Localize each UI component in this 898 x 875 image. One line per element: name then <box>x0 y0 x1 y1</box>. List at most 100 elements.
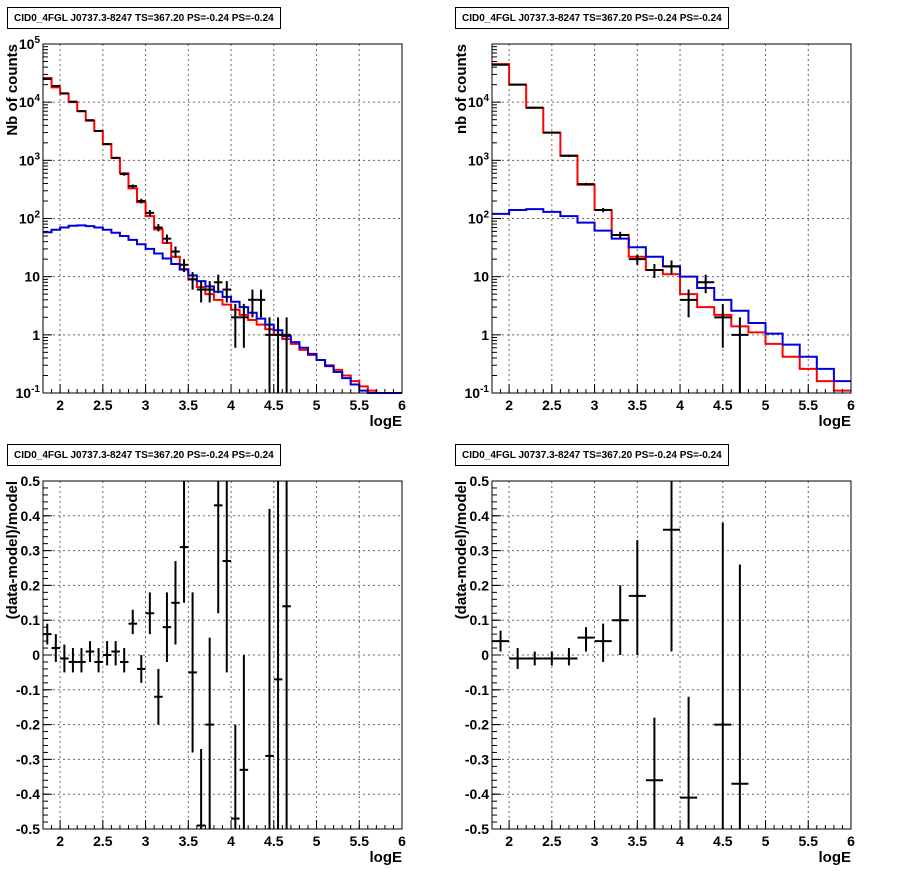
panel-2-x-tick-label: 2.5 <box>542 397 562 413</box>
panel-2-data-point <box>628 254 646 265</box>
panel-3-data-point <box>60 644 69 673</box>
panel-1-x-tick-label: 3 <box>142 397 150 413</box>
panel-4-data-point <box>594 623 612 662</box>
panel-2-data-point <box>662 260 681 275</box>
panel-2-y-axis-label: nb of counts <box>453 44 470 134</box>
panel-3-x-tick-label: 4 <box>227 833 235 849</box>
panel-3-data-point <box>137 655 146 683</box>
panel-4-y-axis-label: (data-model)/model <box>453 481 470 619</box>
panel-1-series-1-line <box>43 77 402 394</box>
panel-3-data-point <box>179 481 189 603</box>
panel-4-data-point <box>509 648 527 669</box>
panel-1-data-point <box>85 119 95 122</box>
panel-2-x-tick-label: 4.5 <box>713 397 733 413</box>
panel-3-data-point <box>111 641 120 666</box>
panel-3-data-point <box>222 481 232 673</box>
panel-4-data-point <box>680 696 698 829</box>
panel-1-data-point <box>102 143 112 146</box>
panel-2-x-tick-label: 2 <box>505 397 513 413</box>
panel-1-data-point <box>60 92 69 95</box>
panel-1-x-tick-label: 3.5 <box>179 397 199 413</box>
panel-4-y-tick-label: -0.1 <box>465 682 489 698</box>
panel-1-data-point <box>154 224 163 232</box>
panel-3-data-point <box>154 668 163 725</box>
panel-4-x-tick-label: 4 <box>676 833 684 849</box>
panel-3-data-point <box>85 641 95 662</box>
panel-1-x-tick-label: 5.5 <box>350 397 370 413</box>
panel-1-data-point <box>51 84 61 87</box>
panel-2-y-tick-label: 103 <box>468 151 490 168</box>
panel-2-series-2-line <box>492 208 851 383</box>
panel-3-data-point <box>282 481 291 829</box>
panel-3-title: CID0_4FGL J0737.3-8247 TS=367.20 PS=-0.2… <box>7 444 281 466</box>
panel-2-data-point <box>611 231 629 239</box>
panel-3-y-tick-label: 0.1 <box>21 612 41 628</box>
panel-3-y-tick-label: 0.5 <box>21 473 41 489</box>
panel-4-y-tick-label: -0.4 <box>465 786 489 802</box>
panel-4-y-tick-label: 0.2 <box>470 577 490 593</box>
panel-3-data-point <box>51 634 61 662</box>
panel-2-title: CID0_4FGL J0737.3-8247 TS=367.20 PS=-0.2… <box>455 7 729 29</box>
panel-2-x-tick-label: 4 <box>676 397 684 413</box>
panel-3-data-point <box>231 724 240 829</box>
panel-1-data-point <box>213 274 223 294</box>
panel-1-data-point <box>77 110 86 113</box>
panel-1-x-tick-label: 4 <box>227 397 235 413</box>
panel-4-x-tick-label: 2.5 <box>542 833 562 849</box>
panel-2-data-point <box>714 303 732 348</box>
panel-1-y-tick-label: 10 <box>24 269 40 285</box>
panel-4-x-tick-label: 3 <box>591 833 599 849</box>
panel-3-data-point <box>273 481 283 829</box>
panel-1-data-point <box>205 281 214 303</box>
panel-1-x-tick-label: 2 <box>56 397 64 413</box>
panel-2-x-tick-label: 5.5 <box>799 397 819 413</box>
panel-2-data-point <box>697 274 715 294</box>
panel-4-data-point <box>611 585 629 655</box>
panel-3-y-tick-label: -0.1 <box>16 682 40 698</box>
panel-1-x-axis-label: logE <box>370 413 403 430</box>
panel-3-x-axis-label: logE <box>370 849 403 866</box>
panel-4-y-tick-label: -0.2 <box>465 717 489 733</box>
panel-4-y-tick-label: -0.5 <box>465 821 489 837</box>
panel-4-y-tick-label: 0.1 <box>470 612 490 628</box>
panel-1-data-point <box>119 172 129 176</box>
panel-3-x-tick-label: 4.5 <box>264 833 284 849</box>
panel-3-y-tick-label: 0.3 <box>21 543 41 559</box>
panel-1-data-point <box>273 317 283 393</box>
panel-4-data-point <box>662 481 681 652</box>
panel-2-data-point <box>577 182 595 186</box>
panel-1-data-point <box>222 281 232 303</box>
panel-3-data-point <box>162 592 172 662</box>
panel-1-data-point <box>137 198 146 204</box>
panel-2-y-tick-label: 104 <box>468 93 490 110</box>
panel-3-data-point <box>196 748 206 829</box>
panel-3-x-tick-label: 6 <box>398 833 406 849</box>
panel-1-data-point <box>188 272 197 290</box>
panel-3-y-tick-label: -0.5 <box>16 821 40 837</box>
panel-1-data-point <box>239 303 249 348</box>
panel-4-x-tick-label: 5.5 <box>799 833 819 849</box>
panel-3-data-point <box>205 637 214 829</box>
panel-3-data-point <box>145 592 155 635</box>
panel-3-y-tick-label: 0.2 <box>21 577 41 593</box>
panel-2-y-tick-label: 10 <box>473 269 489 285</box>
panel-3-y-tick-label: 0 <box>32 647 40 663</box>
panel-2-series-1-line <box>492 63 851 392</box>
panel-1-y-tick-label: 103 <box>19 151 41 168</box>
panel-3-x-tick-label: 5.5 <box>350 833 370 849</box>
panel-4-data-point <box>731 564 749 829</box>
panel-3-x-tick-label: 2 <box>56 833 64 849</box>
panel-1-series-2-line <box>43 224 402 394</box>
panel-2-data-point <box>492 63 510 66</box>
panel-1-data-point <box>43 78 52 81</box>
panel-2-y-tick-label: 102 <box>468 210 490 227</box>
panel-2-data-point <box>645 264 663 278</box>
panel-2-data-point <box>594 207 612 213</box>
panel-2-data-point <box>731 317 749 393</box>
panel-4-title: CID0_4FGL J0737.3-8247 TS=367.20 PS=-0.2… <box>455 444 729 466</box>
panel-1-y-tick-label: 104 <box>19 93 41 110</box>
panel-1-data-point <box>196 281 206 303</box>
panel-4-data-point <box>560 648 578 666</box>
panel-4-x-tick-label: 4.5 <box>713 833 733 849</box>
